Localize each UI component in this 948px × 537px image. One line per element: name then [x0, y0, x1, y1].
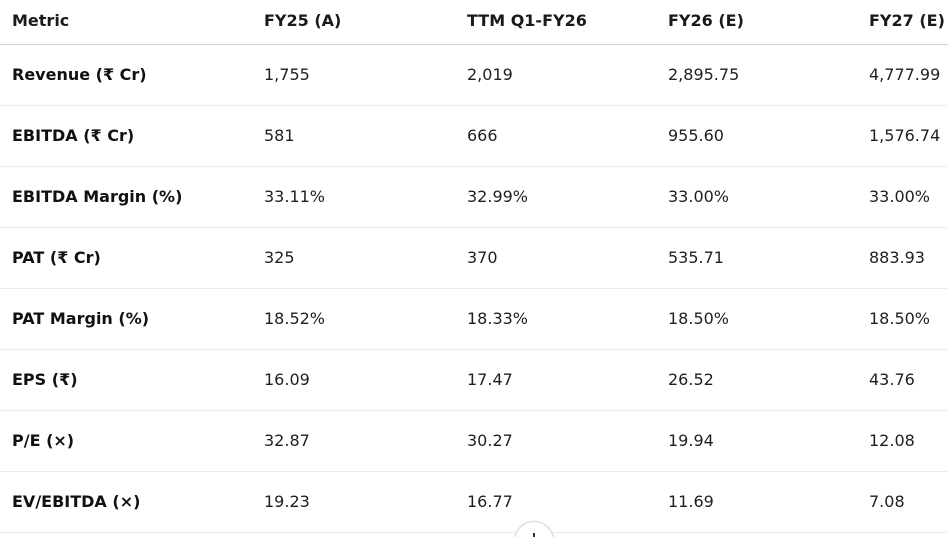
metric-cell: PAT Margin (%) — [0, 288, 252, 350]
value-cell: 43.76 — [857, 349, 948, 411]
value-cell: 4,777.99 — [857, 44, 948, 106]
header-ttm-q1-fy26: TTM Q1-FY26 — [455, 0, 656, 45]
value-cell: 33.00% — [656, 166, 857, 228]
value-cell: 30.27 — [455, 410, 656, 472]
metric-cell: Revenue (₹ Cr) — [0, 44, 252, 106]
value-cell: 33.00% — [857, 166, 948, 228]
value-cell: 7.08 — [857, 471, 948, 533]
arrow-down-icon — [533, 533, 535, 537]
value-cell: 12.08 — [857, 410, 948, 472]
header-fy26: FY26 (E) — [656, 0, 857, 45]
table-row: P/E (×) 32.87 30.27 19.94 12.08 — [0, 410, 948, 472]
header-metric: Metric — [0, 0, 252, 45]
metric-cell: EV/EBITDA (×) — [0, 471, 252, 533]
table-row: PAT Margin (%) 18.52% 18.33% 18.50% 18.5… — [0, 288, 948, 350]
value-cell: 370 — [455, 227, 656, 289]
value-cell: 11.69 — [656, 471, 857, 533]
value-cell: 955.60 — [656, 105, 857, 167]
header-fy25: FY25 (A) — [252, 0, 455, 45]
metric-cell: EBITDA Margin (%) — [0, 166, 252, 228]
value-cell: 18.33% — [455, 288, 656, 350]
table-row: EBITDA Margin (%) 33.11% 32.99% 33.00% 3… — [0, 166, 948, 228]
table-row: EPS (₹) 16.09 17.47 26.52 43.76 — [0, 349, 948, 411]
value-cell: 17.47 — [455, 349, 656, 411]
value-cell: 883.93 — [857, 227, 948, 289]
value-cell: 581 — [252, 105, 455, 167]
value-cell: 2,895.75 — [656, 44, 857, 106]
metric-cell: EBITDA (₹ Cr) — [0, 105, 252, 167]
table-header-row: Metric FY25 (A) TTM Q1-FY26 FY26 (E) FY2… — [0, 0, 948, 45]
value-cell: 535.71 — [656, 227, 857, 289]
header-fy27: FY27 (E) — [857, 0, 948, 45]
table-row: PAT (₹ Cr) 325 370 535.71 883.93 — [0, 227, 948, 289]
value-cell: 325 — [252, 227, 455, 289]
metric-cell: P/E (×) — [0, 410, 252, 472]
value-cell: 32.99% — [455, 166, 656, 228]
value-cell: 1,576.74 — [857, 105, 948, 167]
metric-cell: EPS (₹) — [0, 349, 252, 411]
value-cell: 1,755 — [252, 44, 455, 106]
value-cell: 2,019 — [455, 44, 656, 106]
metric-cell: PAT (₹ Cr) — [0, 227, 252, 289]
table-row: EV/EBITDA (×) 19.23 16.77 11.69 7.08 — [0, 471, 948, 533]
table-row: Revenue (₹ Cr) 1,755 2,019 2,895.75 4,77… — [0, 44, 948, 106]
value-cell: 16.09 — [252, 349, 455, 411]
value-cell: 33.11% — [252, 166, 455, 228]
value-cell: 19.94 — [656, 410, 857, 472]
value-cell: 19.23 — [252, 471, 455, 533]
value-cell: 32.87 — [252, 410, 455, 472]
value-cell: 18.50% — [656, 288, 857, 350]
table-row: EBITDA (₹ Cr) 581 666 955.60 1,576.74 — [0, 105, 948, 167]
value-cell: 666 — [455, 105, 656, 167]
value-cell: 26.52 — [656, 349, 857, 411]
value-cell: 18.52% — [252, 288, 455, 350]
value-cell: 18.50% — [857, 288, 948, 350]
value-cell: 16.77 — [455, 471, 656, 533]
